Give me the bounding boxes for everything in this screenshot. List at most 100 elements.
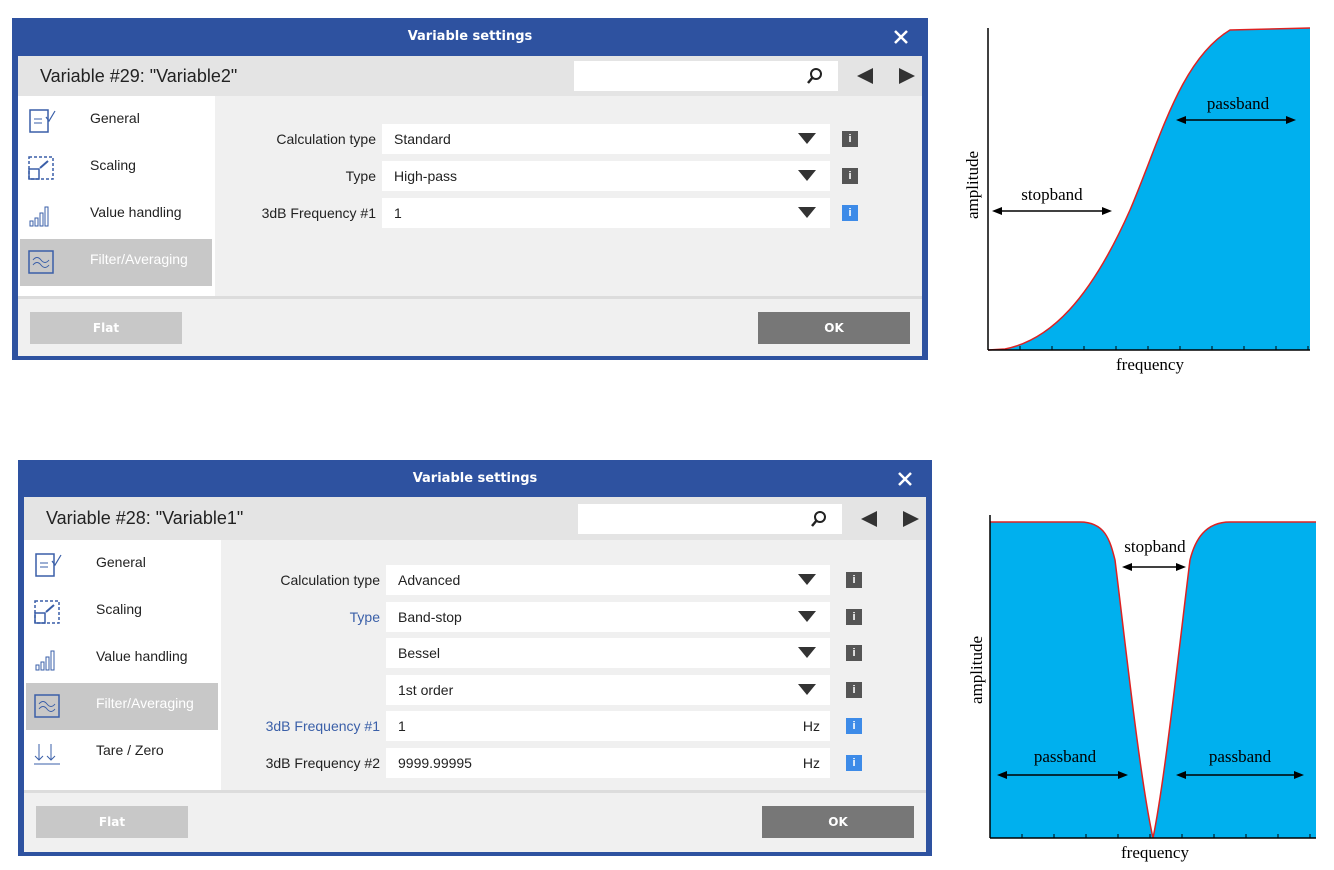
response-curve bbox=[990, 521, 1154, 839]
band-label: passband bbox=[1207, 94, 1270, 113]
search-icon[interactable] bbox=[810, 510, 828, 528]
dropdown[interactable]: Advanced bbox=[386, 565, 830, 595]
field-unit: Hz bbox=[802, 754, 820, 771]
arrow-head bbox=[1294, 771, 1304, 779]
dropdown[interactable]: 1st order bbox=[386, 674, 830, 705]
response-curve bbox=[987, 27, 1311, 351]
sidebar-item[interactable]: Scaling bbox=[26, 589, 218, 636]
field-label: Type bbox=[345, 168, 376, 184]
sidebar-label: Value handling bbox=[90, 204, 182, 220]
info-button[interactable]: i bbox=[846, 681, 862, 698]
field-value: 1st order bbox=[398, 681, 454, 698]
sidebar-label: General bbox=[90, 110, 140, 126]
sidebar-label: Tare / Zero bbox=[96, 742, 164, 758]
dropdown-arrow bbox=[798, 610, 816, 622]
arrow-head bbox=[1176, 116, 1186, 124]
sidebar-label: Filter/Averaging bbox=[90, 251, 188, 267]
sidebar-item[interactable]: Scaling bbox=[20, 145, 212, 192]
sidebar-item[interactable]: Value handling bbox=[20, 192, 212, 239]
next-arrow[interactable] bbox=[898, 67, 916, 85]
field-value: Advanced bbox=[398, 572, 461, 588]
dropdown-arrow bbox=[798, 133, 816, 144]
dropdown[interactable]: Standard bbox=[382, 124, 830, 154]
field-value: Band-stop bbox=[398, 608, 462, 625]
field-value: 1 bbox=[398, 718, 406, 734]
field-unit: Hz bbox=[802, 718, 820, 734]
sidebar-item[interactable]: General bbox=[26, 542, 218, 589]
prev-arrow[interactable] bbox=[856, 67, 874, 85]
ok-button[interactable]: OK bbox=[762, 806, 914, 838]
response-curve bbox=[1152, 521, 1316, 839]
info-button[interactable]: i bbox=[842, 131, 858, 147]
band-label: stopband bbox=[1021, 185, 1083, 204]
close-button[interactable] bbox=[892, 28, 910, 46]
field-label: Calculation type bbox=[280, 572, 380, 588]
info-button[interactable]: i bbox=[842, 205, 858, 221]
ok-button[interactable]: OK bbox=[758, 312, 910, 344]
dropdown-arrow bbox=[798, 647, 816, 658]
header-title: Variable #28: "Variable1" bbox=[46, 508, 244, 528]
dropdown[interactable]: Bessel bbox=[386, 638, 830, 668]
dialog: Variable settings Variable #28: "Variable… bbox=[18, 460, 932, 856]
sidebar-icon bbox=[34, 744, 60, 765]
flat-button[interactable]: Flat bbox=[36, 806, 188, 838]
close-button[interactable] bbox=[896, 470, 914, 488]
info-button[interactable]: i bbox=[846, 718, 862, 734]
sidebar: General Scaling Value handling Filter/Avera… bbox=[18, 96, 215, 296]
field-label: 3dB Frequency #1 bbox=[261, 205, 376, 221]
text-field[interactable]: 1 Hz bbox=[386, 711, 830, 741]
field-value: 1 bbox=[394, 205, 402, 221]
sidebar-item[interactable]: Tare / Zero bbox=[26, 730, 218, 777]
dropdown[interactable]: 1 bbox=[382, 198, 830, 228]
search-box[interactable] bbox=[578, 503, 842, 534]
dropdown-arrow bbox=[798, 683, 816, 695]
sidebar-item[interactable]: Value handling bbox=[26, 636, 218, 683]
dropdown-arrow bbox=[798, 170, 816, 181]
sidebar-label: Value handling bbox=[96, 648, 188, 664]
dropdown-arrow bbox=[798, 574, 816, 585]
sidebar-label: Scaling bbox=[90, 157, 136, 173]
x-axis-label: frequency bbox=[1121, 843, 1189, 862]
prev-arrow[interactable] bbox=[860, 510, 878, 528]
y-axis-label: amplitude bbox=[963, 151, 982, 219]
dialog-body: Variable #29: "Variable2" General Scaling V… bbox=[18, 56, 922, 356]
field-value: High-pass bbox=[394, 168, 458, 184]
sidebar: General Scaling Value handling Filter/Avera… bbox=[24, 540, 221, 790]
sidebar-label: Scaling bbox=[96, 601, 142, 617]
sidebar-item[interactable]: Filter/Averaging bbox=[26, 683, 218, 730]
search-icon[interactable] bbox=[806, 67, 824, 85]
info-button[interactable]: i bbox=[846, 754, 862, 771]
sidebar-icon bbox=[29, 109, 56, 133]
x-axis-label: frequency bbox=[1116, 355, 1184, 374]
flat-button[interactable]: Flat bbox=[30, 312, 182, 344]
dropdown[interactable]: Band-stop bbox=[386, 601, 830, 632]
field-label: 3dB Frequency #1 bbox=[265, 718, 380, 734]
info-button[interactable]: i bbox=[846, 572, 862, 588]
next-arrow[interactable] bbox=[902, 510, 920, 528]
sidebar-label: Filter/Averaging bbox=[96, 695, 194, 711]
sidebar-item[interactable]: General bbox=[20, 98, 212, 145]
sidebar-item[interactable]: Filter/Averaging bbox=[20, 239, 212, 286]
info-button[interactable]: i bbox=[846, 608, 862, 625]
info-button[interactable]: i bbox=[842, 168, 858, 184]
sidebar-icon bbox=[34, 600, 60, 624]
band-label: stopband bbox=[1124, 537, 1186, 556]
sidebar-icon bbox=[35, 650, 55, 671]
passband-area bbox=[990, 522, 1153, 838]
field-label: Calculation type bbox=[276, 131, 376, 147]
sidebar-icon bbox=[28, 250, 54, 274]
field-value: Standard bbox=[394, 131, 451, 147]
dropdown[interactable]: High-pass bbox=[382, 161, 830, 191]
field-label: Type bbox=[349, 608, 380, 625]
sidebar-icon bbox=[35, 553, 62, 577]
arrow-head bbox=[1176, 771, 1186, 779]
dialog-title: Variable settings bbox=[412, 471, 538, 486]
text-field[interactable]: 9999.99995 Hz bbox=[386, 747, 830, 778]
arrow-head bbox=[997, 771, 1007, 779]
arrow-head bbox=[1118, 771, 1128, 779]
field-value: 9999.99995 bbox=[398, 754, 472, 771]
search-box[interactable] bbox=[574, 61, 838, 91]
info-button[interactable]: i bbox=[846, 645, 862, 661]
